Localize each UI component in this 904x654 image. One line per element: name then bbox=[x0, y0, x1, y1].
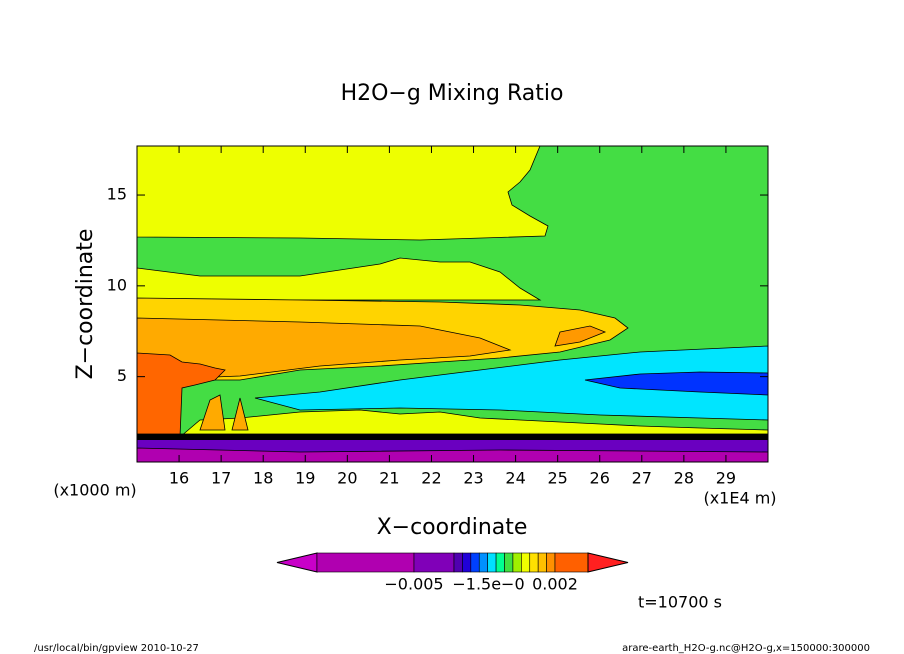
x-tick-label: 28 bbox=[674, 469, 694, 488]
colorbar-box bbox=[546, 552, 556, 573]
colorbar-box bbox=[495, 552, 505, 573]
x-tick-label: 23 bbox=[463, 469, 483, 488]
x-axis-label: X−coordinate bbox=[377, 515, 528, 540]
x-tick-label: 21 bbox=[379, 469, 399, 488]
x-tick-label: 22 bbox=[421, 469, 441, 488]
plot-frame bbox=[136, 145, 769, 463]
colorbar-box bbox=[462, 552, 472, 573]
colorbar-box bbox=[504, 552, 514, 573]
colorbar-box bbox=[537, 552, 547, 573]
footer-right: arare-earth_H2O-g.nc@H2O-g,x=150000:3000… bbox=[622, 643, 870, 654]
colorbar-box bbox=[554, 552, 589, 573]
x-tick-label: 19 bbox=[295, 469, 315, 488]
colorbar-box bbox=[413, 552, 455, 573]
colorbar-label: 0.002 bbox=[532, 575, 578, 594]
colorbar-box bbox=[453, 552, 463, 573]
x-unit-right: (x1E4 m) bbox=[703, 489, 776, 508]
x-tick-label: 29 bbox=[716, 469, 736, 488]
colorbar-label: −1.5e−0 bbox=[452, 575, 524, 594]
y-tick-label: 10 bbox=[107, 275, 127, 294]
footer-left: /usr/local/bin/gpview 2010-10-27 bbox=[34, 643, 199, 654]
colorbar-box bbox=[512, 552, 522, 573]
colorbar-box bbox=[478, 552, 488, 573]
x-tick-label: 25 bbox=[547, 469, 567, 488]
colorbar: −0.005 −1.5e−0 0.002 bbox=[276, 552, 629, 594]
colorbar-arrow bbox=[587, 552, 629, 573]
contour-field bbox=[137, 146, 768, 462]
x-tick-label: 20 bbox=[337, 469, 357, 488]
chart-title: H2O−g Mixing Ratio bbox=[341, 81, 564, 106]
colorbar-box bbox=[470, 552, 480, 573]
y-axis-label: Z−coordinate bbox=[73, 229, 98, 380]
y-tick-label: 5 bbox=[117, 366, 127, 385]
colorbar-box bbox=[521, 552, 531, 573]
colorbar-arrow bbox=[276, 552, 318, 573]
x-tick-label: 17 bbox=[211, 469, 231, 488]
colorbar-box bbox=[529, 552, 539, 573]
x-tick-label: 18 bbox=[253, 469, 273, 488]
colorbar-box bbox=[316, 552, 415, 573]
x-unit-left: (x1000 m) bbox=[53, 481, 136, 500]
colorbar-label: −0.005 bbox=[384, 575, 443, 594]
x-tick-label: 24 bbox=[505, 469, 525, 488]
colorbar-box bbox=[487, 552, 497, 573]
x-tick-label: 27 bbox=[632, 469, 652, 488]
y-tick-label: 15 bbox=[107, 185, 127, 204]
x-tick-label: 26 bbox=[590, 469, 610, 488]
time-label: t=10700 s bbox=[638, 593, 722, 612]
x-tick-label: 16 bbox=[169, 469, 189, 488]
